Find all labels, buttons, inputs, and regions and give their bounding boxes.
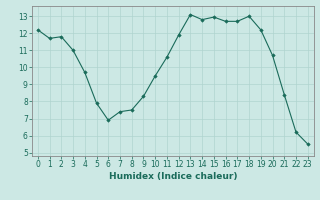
X-axis label: Humidex (Indice chaleur): Humidex (Indice chaleur) xyxy=(108,172,237,181)
